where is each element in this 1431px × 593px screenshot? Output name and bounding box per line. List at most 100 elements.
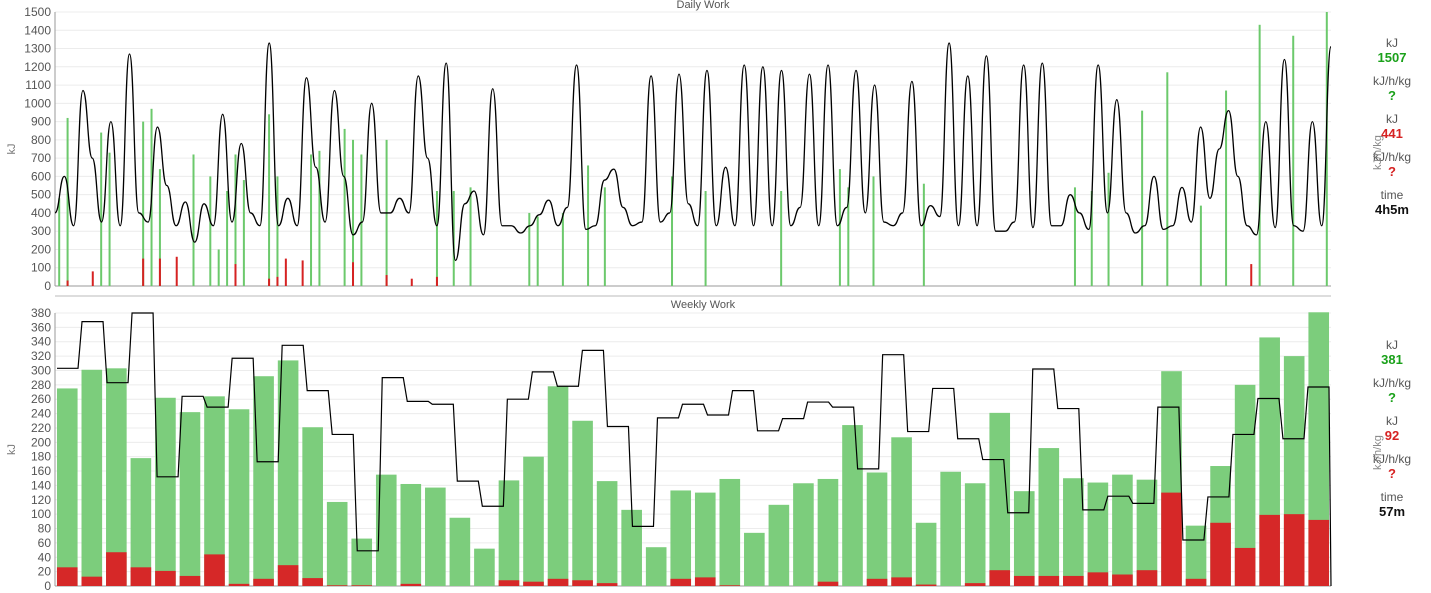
weekly-bar-red [1185, 578, 1207, 586]
weekly-bar-green [130, 458, 152, 586]
daily-bar-green [268, 114, 271, 286]
weekly-bar-green [719, 478, 741, 586]
weekly-bar-red [989, 570, 1011, 586]
daily-y-tick-label: 200 [31, 242, 51, 256]
weekly-bar-green [1112, 474, 1133, 586]
weekly-bar-red [277, 565, 299, 586]
weekly-bar-green [425, 487, 446, 586]
daily-y-tick-label: 300 [31, 224, 51, 238]
daily-rate2-value: ? [1388, 164, 1396, 179]
weekly-bar-green [596, 481, 618, 586]
weekly-bar-green [1308, 312, 1330, 586]
daily-y-tick-label: 0 [44, 279, 51, 293]
weekly-bar-red [1259, 514, 1280, 586]
daily-y-tick-label: 100 [31, 261, 51, 275]
daily-trend-line [54, 42, 1332, 262]
daily-rate-label: kJ/h/kg [1372, 74, 1411, 88]
weekly-bar-red [719, 585, 741, 586]
daily-bar-red [410, 278, 413, 286]
daily-y-tick-label: 1500 [24, 5, 51, 19]
weekly-bar-red [915, 584, 937, 586]
weekly-bar-red [400, 583, 422, 586]
weekly-bar-green [351, 538, 373, 586]
daily-bar-green [469, 187, 472, 286]
daily-bar-green [360, 154, 363, 286]
weekly-bar-green [1038, 448, 1060, 586]
daily-bar-green [192, 154, 195, 286]
daily-bar-green [1166, 72, 1169, 286]
daily-bar-red [175, 256, 178, 286]
daily-bar-red [435, 276, 438, 286]
daily-bar-green [603, 187, 606, 286]
daily-bar-red [268, 278, 271, 286]
daily-bar-green [276, 176, 279, 286]
weekly-chart-title: Weekly Work [671, 299, 736, 311]
weekly-y-tick-label: 260 [31, 392, 51, 406]
daily-bar-red [234, 264, 237, 286]
weekly-bar-green [253, 376, 274, 586]
daily-bar-green [561, 212, 564, 286]
weekly-bar-red [572, 580, 593, 586]
daily-bar-green [310, 154, 313, 286]
weekly-bar-red [964, 583, 986, 586]
weekly-y-tick-label: 300 [31, 363, 51, 377]
daily-bar-green [226, 191, 229, 286]
weekly-bar-green [817, 478, 839, 586]
daily-bar-green [847, 187, 850, 286]
weekly-y-tick-label: 20 [38, 565, 52, 579]
weekly-bar-red [130, 567, 152, 586]
daily-bar-green [435, 191, 438, 286]
weekly-bar-red [326, 585, 348, 586]
weekly-bar-red [204, 554, 225, 586]
daily-bar-green [780, 191, 783, 286]
daily-kj-label: kJ [1386, 36, 1398, 50]
weekly-y-axis-label: kJ [6, 444, 18, 455]
weekly-bar-red [670, 578, 692, 586]
weekly-bar-red [179, 575, 201, 586]
weekly-bar-red [596, 583, 618, 586]
daily-bar-green [587, 165, 590, 286]
weekly-bar-green [891, 437, 912, 586]
weekly-bar-red [1210, 522, 1231, 586]
daily-bar-green [318, 150, 321, 286]
weekly-bar-green [449, 517, 471, 586]
weekly-bar-green [56, 388, 78, 586]
weekly-kj2-value: 92 [1384, 428, 1400, 443]
daily-bar-green [343, 128, 346, 286]
weekly-bar-green [474, 548, 495, 586]
daily-bar-red [385, 275, 388, 286]
weekly-bar-red [817, 581, 839, 586]
weekly-rate2-value: ? [1388, 466, 1396, 481]
daily-bar-red [142, 258, 145, 286]
weekly-bar-red [81, 576, 103, 586]
weekly-bar-red [694, 577, 716, 586]
weekly-bar-red [1112, 574, 1133, 586]
weekly-y-tick-label: 280 [31, 378, 51, 392]
weekly-time-label: time [1380, 490, 1404, 504]
daily-y-tick-label: 1200 [24, 60, 51, 74]
daily-y-tick-label: 1000 [24, 96, 51, 110]
daily-summary-panel: kJ 1507 kJ/h/kg ? kJ 441 kJ/h/kg ? time … [1357, 36, 1427, 226]
weekly-bar-green [670, 490, 692, 586]
daily-bar-green [158, 169, 161, 286]
weekly-y-tick-label: 100 [31, 507, 51, 521]
weekly-y-tick-label: 360 [31, 320, 51, 334]
weekly-rate-label: kJ/h/kg [1372, 376, 1411, 390]
weekly-bar-red [1063, 575, 1084, 586]
daily-y-tick-label: 400 [31, 206, 51, 220]
weekly-bar-green [572, 420, 593, 586]
daily-bar-green [66, 117, 69, 287]
daily-bar-green [1225, 90, 1228, 287]
weekly-y-tick-label: 0 [44, 579, 51, 593]
weekly-bar-green [1013, 491, 1035, 586]
daily-bar-green [108, 152, 111, 286]
daily-bar-green [838, 169, 841, 286]
weekly-bar-red [547, 578, 569, 586]
daily-y-tick-label: 1100 [25, 78, 51, 92]
weekly-bar-red [1283, 514, 1305, 586]
weekly-bar-red [891, 577, 912, 586]
weekly-bar-green [326, 501, 348, 586]
weekly-time-value: 57m [1378, 504, 1406, 519]
daily-bar-green [1090, 191, 1093, 286]
daily-bar-green [242, 180, 245, 286]
